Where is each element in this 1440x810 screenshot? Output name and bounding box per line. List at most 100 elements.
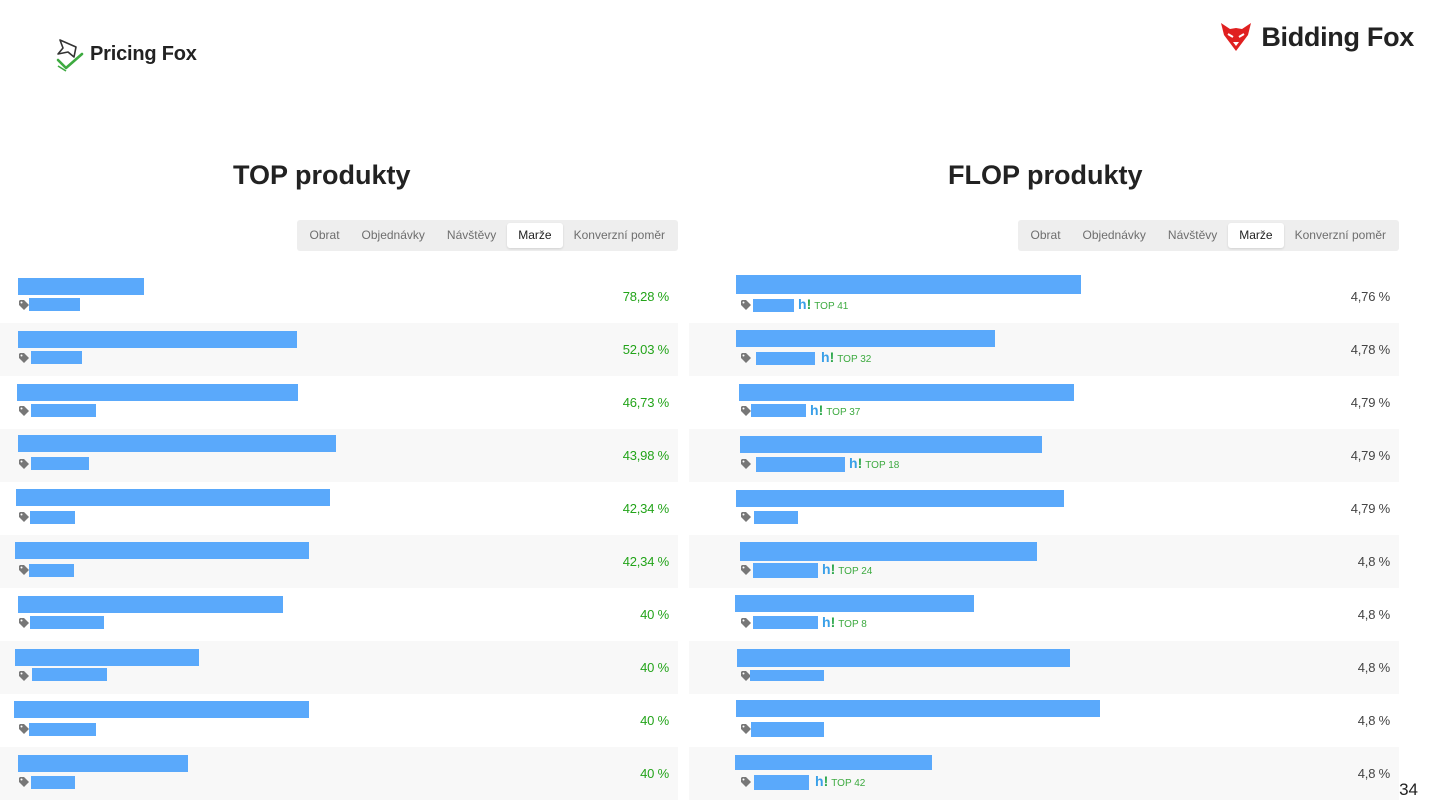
- margin-value: 4,8 %: [1357, 766, 1390, 781]
- product-row[interactable]: h! TOP 18 4,79 %: [689, 429, 1399, 482]
- tag-icon: [19, 565, 29, 575]
- heureka-icon: h!: [822, 561, 836, 577]
- product-name-redacted: [740, 542, 1037, 561]
- product-row[interactable]: 43,98 %: [0, 429, 678, 482]
- heureka-rank-label: TOP 32: [837, 354, 872, 365]
- product-name-redacted: [736, 700, 1100, 717]
- margin-value: 4,8 %: [1357, 554, 1390, 569]
- tab-obrat[interactable]: Obrat: [309, 228, 340, 242]
- product-name-redacted: [14, 701, 309, 718]
- product-row[interactable]: h! TOP 41 4,76 %: [689, 270, 1399, 323]
- product-name-redacted: [739, 384, 1074, 401]
- heureka-icon: h!: [810, 402, 824, 418]
- tag-icon: [741, 565, 751, 575]
- tab-konverzni-pomer[interactable]: Konverzní poměr: [573, 228, 665, 242]
- tag-icon: [741, 459, 751, 469]
- product-code-redacted: [751, 404, 806, 417]
- margin-value: 40 %: [640, 713, 669, 728]
- product-name-redacted: [18, 596, 283, 613]
- heureka-rank: h! TOP 8: [822, 614, 867, 630]
- heureka-icon: h!: [815, 773, 829, 789]
- product-name-redacted: [18, 755, 188, 772]
- product-row[interactable]: 42,34 %: [0, 482, 678, 535]
- tab-marze[interactable]: Marže: [1228, 223, 1284, 248]
- heureka-rank: h! TOP 41: [798, 296, 848, 312]
- product-code-redacted: [754, 511, 798, 524]
- product-row[interactable]: 4,8 %: [689, 641, 1399, 694]
- product-name-redacted: [736, 490, 1064, 507]
- product-row[interactable]: 40 %: [0, 641, 678, 694]
- tag-icon: [741, 618, 751, 628]
- product-code-redacted: [756, 352, 815, 365]
- pricing-fox-name: Pricing Fox: [90, 42, 197, 65]
- product-code-redacted: [29, 564, 74, 577]
- product-code-redacted: [751, 722, 824, 737]
- tab-navstevy[interactable]: Návštěvy: [1167, 228, 1218, 242]
- tab-objednavky[interactable]: Objednávky: [1082, 228, 1146, 242]
- margin-value: 46,73 %: [622, 395, 670, 410]
- margin-value: 4,8 %: [1357, 713, 1390, 728]
- product-code-redacted: [29, 723, 96, 736]
- product-row[interactable]: h! TOP 24 4,8 %: [689, 535, 1399, 588]
- tag-icon: [19, 512, 29, 522]
- product-code-redacted: [31, 457, 89, 470]
- product-row[interactable]: 4,79 %: [689, 482, 1399, 535]
- tag-icon: [19, 618, 29, 628]
- product-row[interactable]: 4,8 %: [689, 694, 1399, 747]
- product-row[interactable]: 52,03 %: [0, 323, 678, 376]
- tab-konverzni-pomer[interactable]: Konverzní poměr: [1294, 228, 1386, 242]
- product-name-redacted: [18, 435, 336, 452]
- panel-title: FLOP produkty: [948, 160, 1143, 190]
- product-name-redacted: [736, 330, 995, 347]
- product-row[interactable]: 40 %: [0, 747, 678, 800]
- tag-icon: [19, 406, 29, 416]
- heureka-rank: h! TOP 37: [810, 402, 860, 418]
- tag-icon: [19, 459, 29, 469]
- heureka-rank-label: TOP 37: [826, 407, 861, 418]
- product-row[interactable]: h! TOP 8 4,8 %: [689, 588, 1399, 641]
- tag-icon: [741, 406, 751, 416]
- product-row[interactable]: h! TOP 32 4,78 %: [689, 323, 1399, 376]
- product-code-redacted: [753, 299, 794, 312]
- product-row[interactable]: h! TOP 37 4,79 %: [689, 376, 1399, 429]
- heureka-icon: h!: [849, 455, 863, 471]
- product-row[interactable]: 40 %: [0, 694, 678, 747]
- margin-value: 40 %: [640, 607, 669, 622]
- tab-objednavky[interactable]: Objednávky: [361, 228, 425, 242]
- product-row[interactable]: 78,28 %: [0, 270, 678, 323]
- margin-value: 42,34 %: [622, 501, 670, 516]
- product-row[interactable]: h! TOP 42 4,8 %: [689, 747, 1399, 800]
- product-row[interactable]: 42,34 %: [0, 535, 678, 588]
- margin-value: 78,28 %: [622, 289, 670, 304]
- margin-value: 4,8 %: [1357, 607, 1390, 622]
- margin-value: 52,03 %: [622, 342, 670, 357]
- tag-icon: [741, 777, 751, 787]
- product-code-redacted: [29, 298, 80, 311]
- product-name-redacted: [18, 278, 144, 295]
- product-code-redacted: [31, 351, 82, 364]
- heureka-rank: h! TOP 18: [849, 455, 899, 471]
- product-code-redacted: [31, 404, 96, 417]
- heureka-rank-label: TOP 24: [838, 566, 873, 577]
- bidding-fox-logo: Bidding Fox: [1219, 20, 1414, 54]
- tab-navstevy[interactable]: Návštěvy: [446, 228, 497, 242]
- heureka-rank: h! TOP 24: [822, 561, 872, 577]
- product-row[interactable]: 46,73 %: [0, 376, 678, 429]
- margin-value: 42,34 %: [622, 554, 670, 569]
- bidding-fox-name: Bidding Fox: [1261, 21, 1414, 52]
- metric-tabs: Obrat Objednávky Návštěvy Marže Konverzn…: [296, 220, 678, 251]
- page-number: 34: [1399, 780, 1418, 799]
- heureka-rank-label: TOP 18: [865, 460, 900, 471]
- metric-tabs: Obrat Objednávky Návštěvy Marže Konverzn…: [1017, 220, 1399, 251]
- margin-value: 4,8 %: [1357, 660, 1390, 675]
- tag-icon: [19, 671, 29, 681]
- tab-marze[interactable]: Marže: [507, 223, 563, 248]
- margin-value: 4,76 %: [1350, 289, 1390, 304]
- product-name-redacted: [735, 755, 932, 770]
- product-code-redacted: [750, 670, 824, 681]
- tab-obrat[interactable]: Obrat: [1030, 228, 1061, 242]
- product-row[interactable]: 40 %: [0, 588, 678, 641]
- heureka-rank: h! TOP 32: [821, 349, 871, 365]
- margin-value: 4,79 %: [1350, 501, 1390, 516]
- product-code-redacted: [31, 776, 75, 789]
